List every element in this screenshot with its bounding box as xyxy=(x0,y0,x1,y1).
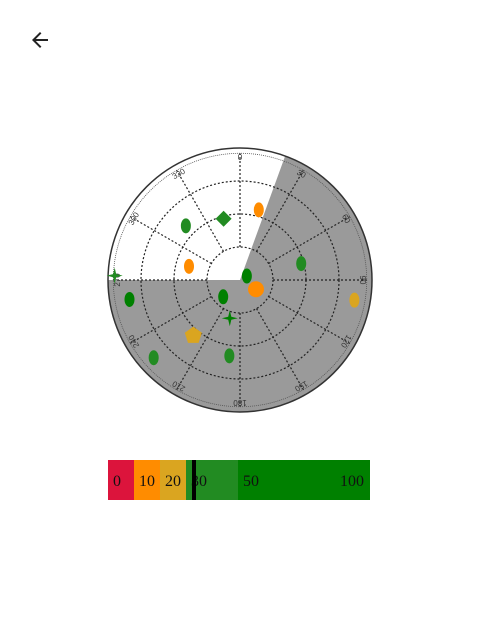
satellite-marker xyxy=(218,289,229,305)
snr-segment xyxy=(134,460,160,500)
snr-current-marker xyxy=(191,460,196,500)
satellite-marker xyxy=(106,267,123,284)
arrow-left-icon xyxy=(32,32,48,48)
azimuth-label-270: 270 xyxy=(113,273,122,287)
satellite-marker xyxy=(124,291,135,307)
azimuth-label-180: 180 xyxy=(233,398,247,407)
satellite-marker xyxy=(296,256,307,272)
snr-label: 10 xyxy=(139,473,155,490)
snr-label-max: 100 xyxy=(340,473,364,490)
satellite-marker xyxy=(180,218,191,234)
satellite-marker xyxy=(184,326,202,343)
satellite-marker xyxy=(148,350,159,366)
satellite-marker xyxy=(248,281,265,298)
snr-label: 50 xyxy=(243,473,259,490)
azimuth-label-0: 0 xyxy=(238,153,243,162)
satellite-marker xyxy=(349,292,360,308)
snr-segment xyxy=(108,460,134,500)
horizon-ring xyxy=(107,147,373,413)
back-button[interactable] xyxy=(22,22,58,58)
satellite-marker xyxy=(183,258,194,274)
obstruction-mask xyxy=(108,155,372,412)
snr-segment xyxy=(238,460,370,500)
snr-label: 20 xyxy=(165,473,181,490)
satellite-marker xyxy=(241,268,252,284)
satellite-marker xyxy=(215,210,232,227)
snr-label: 0 xyxy=(113,473,121,490)
satellite-marker xyxy=(221,310,238,327)
satellite-marker xyxy=(224,348,235,364)
satellite-marker xyxy=(253,202,264,218)
azimuth-label-90: 90 xyxy=(358,276,367,285)
snr-segment xyxy=(160,460,186,500)
signal-strength-scale: 0 10 20 30 50 100 xyxy=(108,460,370,500)
